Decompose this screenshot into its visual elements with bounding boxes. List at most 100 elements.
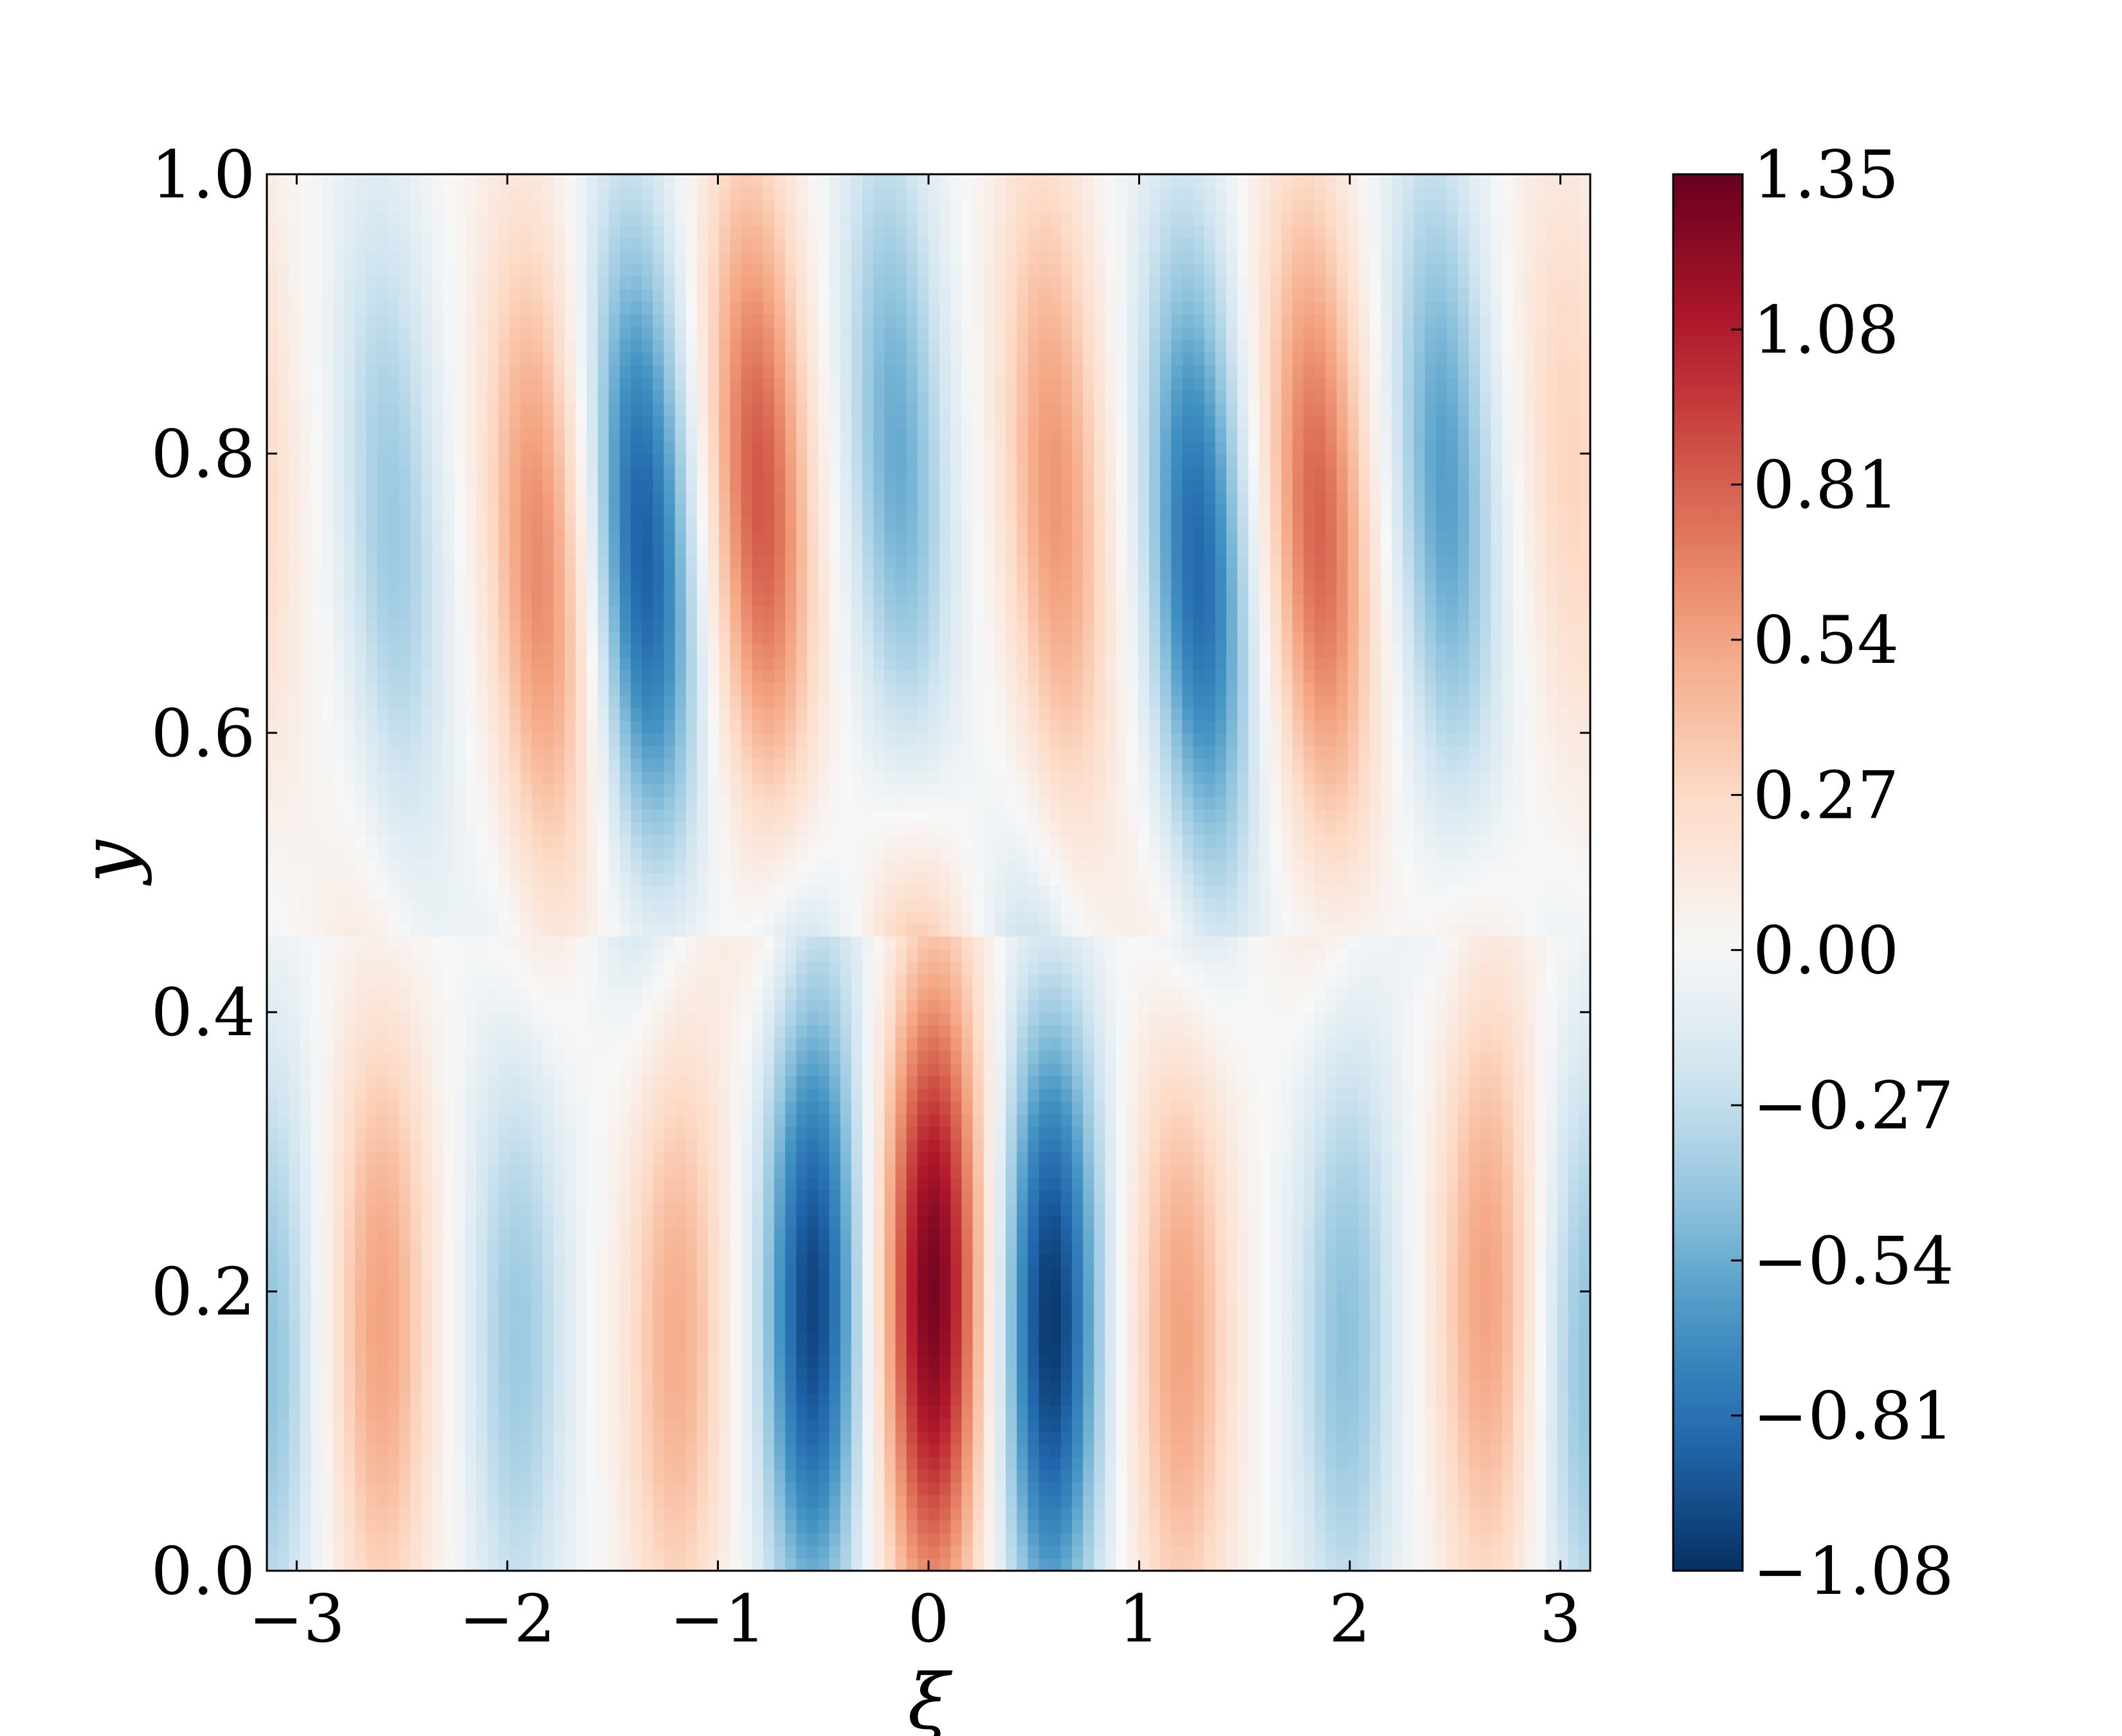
heatmap-cell: [840, 1469, 852, 1483]
heatmap-cell: [696, 1558, 709, 1571]
heatmap-cell: [1006, 1304, 1018, 1317]
heatmap-cell: [289, 1266, 301, 1279]
heatmap-cell: [1469, 1507, 1481, 1521]
heatmap-cell: [1402, 1393, 1415, 1407]
heatmap-cell: [961, 1317, 974, 1330]
heatmap-cell: [939, 1317, 952, 1330]
heatmap-cell: [1149, 1152, 1161, 1166]
heatmap-cell: [1512, 1520, 1525, 1533]
heatmap-cell: [785, 1456, 797, 1470]
heatmap-cell: [1127, 1456, 1139, 1470]
heatmap-cell: [1215, 1215, 1227, 1229]
heatmap-cell: [1182, 1215, 1194, 1229]
heatmap-cell: [586, 1088, 599, 1102]
heatmap-cell: [884, 1545, 896, 1559]
heatmap-cell: [399, 1406, 411, 1419]
heatmap-cell: [1049, 1152, 1062, 1166]
heatmap-cell: [322, 1481, 334, 1496]
heatmap-cell: [597, 1266, 610, 1279]
heatmap-cell: [332, 1443, 345, 1458]
heatmap-cell: [1325, 1152, 1338, 1166]
heatmap-cell: [939, 1114, 952, 1127]
heatmap-cell: [267, 1189, 279, 1204]
heatmap-cell: [1413, 1520, 1426, 1533]
heatmap-cell: [1501, 1532, 1514, 1546]
heatmap-cell: [267, 1240, 279, 1254]
heatmap-cell: [642, 1215, 654, 1229]
heatmap-cell: [917, 1126, 929, 1140]
heatmap-cell: [1579, 1418, 1590, 1432]
heatmap-cell: [1017, 1558, 1029, 1571]
heatmap-cell: [895, 1456, 907, 1470]
heatmap-cell: [1535, 1253, 1547, 1267]
heatmap-cell: [1237, 1253, 1249, 1267]
heatmap-cell: [763, 1545, 775, 1559]
heatmap-cell: [983, 1507, 995, 1521]
heatmap-cell: [1215, 1342, 1227, 1356]
heatmap-cell: [1215, 1164, 1227, 1178]
heatmap-cell: [1358, 1342, 1370, 1356]
heatmap-cell: [950, 1088, 963, 1102]
heatmap-cell: [531, 1114, 543, 1127]
heatmap-cell: [1038, 1355, 1051, 1368]
heatmap-cell: [840, 1227, 852, 1242]
heatmap-cell: [355, 1317, 367, 1330]
heatmap-cell: [1535, 1304, 1547, 1317]
heatmap-cell: [1579, 1406, 1590, 1419]
heatmap-cell: [586, 1202, 599, 1216]
heatmap-cell: [1226, 1418, 1238, 1432]
heatmap-cell: [1413, 1507, 1426, 1521]
heatmap-cell: [1314, 1075, 1327, 1089]
heatmap-cell: [487, 1253, 500, 1267]
heatmap-cell: [884, 1355, 896, 1368]
heatmap-cell: [873, 1355, 885, 1368]
heatmap-cell: [642, 1545, 654, 1559]
heatmap-cell: [388, 1139, 400, 1153]
heatmap-cell: [1501, 1304, 1514, 1317]
heatmap-cell: [1049, 1139, 1062, 1153]
heatmap-cell: [1171, 1342, 1183, 1356]
heatmap-cell: [785, 1139, 797, 1153]
heatmap-cell: [961, 1063, 974, 1076]
heatmap-cell: [1204, 1368, 1216, 1381]
heatmap-cell: [267, 1291, 279, 1305]
heatmap-cell: [1116, 1075, 1128, 1089]
heatmap-cell: [1071, 1037, 1084, 1051]
heatmap-cell: [950, 1431, 963, 1445]
heatmap-cell: [1435, 1355, 1448, 1368]
heatmap-cell: [432, 1139, 444, 1153]
heatmap-cell: [741, 1278, 753, 1292]
heatmap-cell: [1381, 1532, 1393, 1546]
heatmap-cell: [1149, 1177, 1161, 1191]
heatmap-cell: [553, 1164, 565, 1178]
heatmap-cell: [807, 1266, 819, 1279]
heatmap-cell: [807, 1393, 819, 1407]
heatmap-cell: [873, 1469, 885, 1483]
heatmap-cell: [1402, 1215, 1415, 1229]
heatmap-cell: [608, 1240, 621, 1254]
heatmap-cell: [906, 1189, 918, 1204]
heatmap-cell: [1281, 1406, 1293, 1419]
heatmap-cell: [454, 1152, 466, 1166]
heatmap-cell: [1424, 1063, 1437, 1076]
heatmap-cell: [1347, 1227, 1359, 1242]
heatmap-cell: [1535, 1126, 1547, 1140]
heatmap-cell: [1094, 1329, 1106, 1343]
heatmap-cell: [542, 1164, 554, 1178]
heatmap-cell: [553, 1189, 565, 1204]
heatmap-cell: [1491, 1520, 1503, 1533]
heatmap-cell: [1402, 1355, 1415, 1368]
heatmap-cell: [1480, 1368, 1492, 1381]
heatmap-cell: [355, 1545, 367, 1559]
heatmap-cell: [1281, 1368, 1293, 1381]
heatmap-cell: [421, 1304, 433, 1317]
heatmap-cell: [829, 1342, 841, 1356]
heatmap-cell: [454, 1114, 466, 1127]
heatmap-cell: [840, 1545, 852, 1559]
heatmap-cell: [1579, 1380, 1590, 1394]
heatmap-cell: [807, 1494, 819, 1508]
heatmap-cell: [332, 1355, 345, 1368]
heatmap-cell: [1579, 1329, 1590, 1343]
heatmap-cell: [388, 1355, 400, 1368]
heatmap-cell: [1083, 1329, 1095, 1343]
